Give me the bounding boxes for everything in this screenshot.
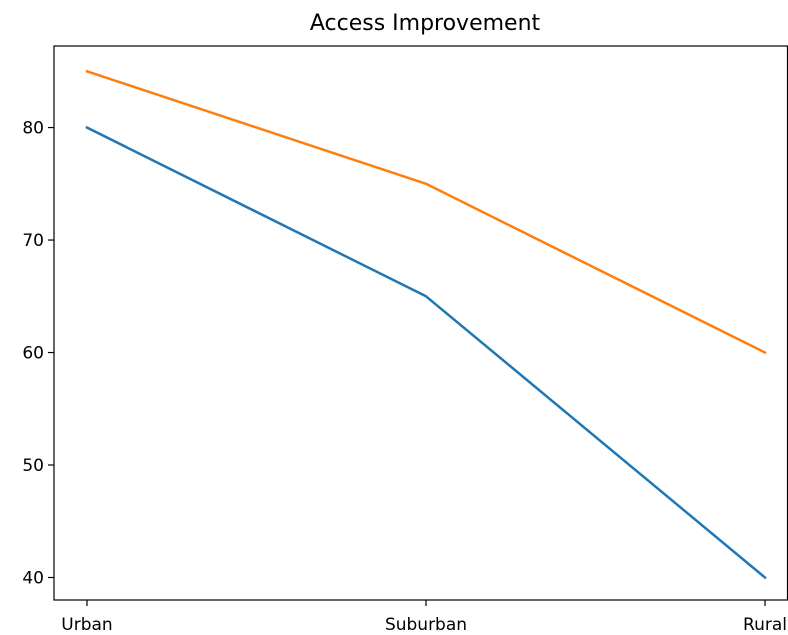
axes-frame xyxy=(53,45,788,601)
series-line-2 xyxy=(85,69,767,355)
x-tick-label: Urban xyxy=(61,615,112,635)
x-tick-label: Rural xyxy=(743,615,787,635)
series-line-1 xyxy=(85,125,767,580)
y-tick-label: 70 xyxy=(22,231,44,251)
y-tick-label: 40 xyxy=(22,569,44,589)
y-tick-label: 50 xyxy=(22,456,44,476)
y-tick-label: 60 xyxy=(22,344,44,364)
y-tick-label: 80 xyxy=(22,119,44,139)
axes: 40 50 60 70 80 Urban Suburban Rural xyxy=(22,45,788,635)
x-tick-label: Suburban xyxy=(385,615,467,635)
series-layer xyxy=(85,69,767,580)
chart-title: Access Improvement xyxy=(310,11,541,36)
